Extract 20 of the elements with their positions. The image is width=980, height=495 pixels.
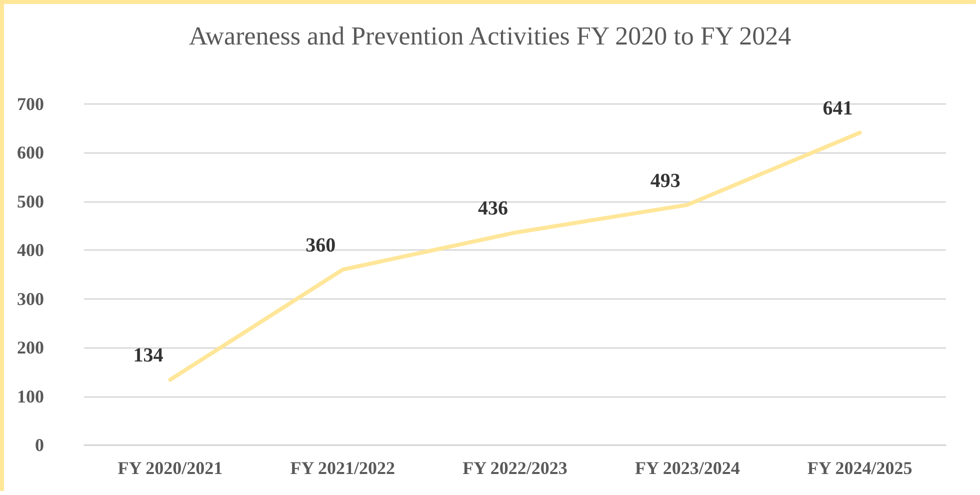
data-label: 436 [478, 198, 508, 220]
y-tick-label: 600 [17, 142, 44, 163]
data-label: 493 [650, 170, 680, 192]
data-label: 360 [306, 234, 336, 257]
line-series [168, 130, 862, 382]
y-tick-label: 200 [17, 338, 44, 358]
y-tick-label: 300 [17, 288, 44, 309]
y-tick-label: 500 [17, 191, 44, 212]
data-label: 134 [133, 344, 164, 367]
x-tick-label: FY 2023/2024 [634, 458, 740, 478]
x-tick-label: FY 2020/2021 [118, 458, 223, 478]
chart-title: Awareness and Prevention Activities FY 2020 to FY 2024 [188, 22, 792, 50]
y-tick-label: 400 [17, 240, 44, 260]
y-tick-label: 0 [35, 435, 44, 455]
x-tick-label: FY 2022/2023 [462, 458, 568, 478]
y-tick-label: 100 [17, 386, 44, 406]
data-label: 641 [822, 98, 853, 120]
x-tick-label: FY 2024/2025 [807, 458, 912, 478]
x-tick-label: FY 2021/2022 [290, 458, 396, 478]
y-tick-label: 700 [17, 94, 44, 114]
